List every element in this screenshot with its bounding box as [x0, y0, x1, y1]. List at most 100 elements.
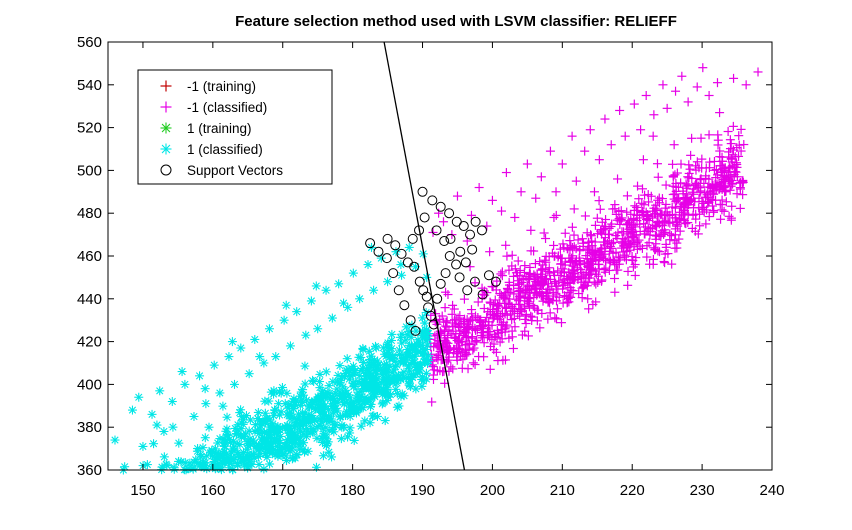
- data-point: [383, 377, 393, 387]
- data-point: [498, 355, 508, 365]
- data-point: [464, 339, 474, 349]
- data-point: [152, 420, 162, 430]
- data-point: [468, 345, 478, 355]
- data-point: [732, 143, 742, 153]
- data-point: [325, 417, 335, 427]
- data-point: [236, 405, 246, 415]
- data-point: [687, 223, 697, 233]
- data-point: [339, 422, 349, 432]
- data-point: [280, 399, 290, 409]
- data-point: [671, 86, 681, 96]
- data-point: [419, 212, 430, 223]
- data-point: [536, 278, 546, 288]
- data-point: [423, 359, 433, 369]
- data-point: [629, 230, 639, 240]
- data-point: [549, 212, 559, 222]
- data-point: [524, 268, 534, 278]
- data-point: [715, 199, 725, 209]
- data-point: [426, 310, 436, 320]
- data-point: [729, 169, 739, 179]
- data-point: [662, 103, 672, 113]
- data-point: [563, 278, 573, 288]
- data-point: [444, 348, 454, 358]
- data-point: [421, 291, 432, 302]
- data-point: [334, 378, 344, 388]
- data-point: [299, 438, 309, 448]
- data-point: [717, 205, 727, 215]
- data-point: [348, 268, 358, 278]
- data-point: [676, 159, 686, 169]
- data-point: [285, 341, 295, 351]
- data-point: [397, 389, 407, 399]
- data-point: [383, 338, 393, 348]
- data-point: [704, 91, 714, 100]
- data-point: [454, 272, 465, 283]
- data-point: [567, 242, 577, 252]
- data-point: [455, 329, 465, 339]
- data-point: [580, 211, 590, 221]
- data-point: [438, 217, 448, 227]
- data-point: [452, 191, 462, 201]
- data-point: [462, 349, 472, 359]
- legend-label: -1 (training): [187, 79, 256, 94]
- data-point: [500, 327, 510, 337]
- data-point: [736, 124, 746, 134]
- data-point: [574, 289, 584, 299]
- data-point: [321, 285, 331, 295]
- data-point: [431, 353, 441, 363]
- data-point: [577, 267, 587, 277]
- data-point: [382, 396, 392, 406]
- data-point: [110, 435, 120, 445]
- data-point: [510, 322, 520, 332]
- data-point: [405, 366, 415, 376]
- data-point: [149, 439, 159, 449]
- data-point: [360, 416, 370, 426]
- data-point: [653, 211, 663, 221]
- data-point: [317, 403, 327, 413]
- data-point: [383, 389, 393, 399]
- data-point: [558, 239, 568, 249]
- data-point: [448, 322, 458, 332]
- data-point: [189, 412, 199, 421]
- x-tick-label: 220: [620, 482, 645, 499]
- data-point: [666, 231, 676, 241]
- data-point: [485, 332, 495, 342]
- data-point: [550, 313, 560, 323]
- data-point: [368, 373, 378, 383]
- data-point: [524, 299, 534, 309]
- data-point: [470, 216, 481, 227]
- data-point: [245, 415, 255, 425]
- data-point: [535, 257, 545, 267]
- data-point: [502, 310, 512, 320]
- data-point: [644, 238, 654, 248]
- data-point: [675, 202, 685, 212]
- data-point: [586, 230, 596, 240]
- data-point: [177, 367, 187, 377]
- data-point: [385, 352, 395, 362]
- data-point: [445, 233, 456, 244]
- data-point: [594, 264, 604, 274]
- data-point: [295, 416, 305, 426]
- data-point: [252, 425, 262, 435]
- data-point: [623, 280, 633, 290]
- data-point: [399, 300, 410, 311]
- data-point: [526, 311, 536, 321]
- data-point: [560, 257, 570, 267]
- data-point: [687, 133, 697, 143]
- data-point: [687, 187, 697, 197]
- data-point: [569, 230, 579, 240]
- data-point: [358, 343, 368, 353]
- data-point: [586, 231, 596, 241]
- data-point: [377, 399, 387, 409]
- data-point: [549, 267, 559, 277]
- data-point: [680, 218, 690, 228]
- data-point: [726, 139, 736, 149]
- data-point: [345, 428, 355, 438]
- data-point: [536, 291, 546, 301]
- y-tick-label: 480: [77, 205, 102, 222]
- data-point: [538, 296, 548, 306]
- data-point: [692, 82, 702, 92]
- data-point: [389, 373, 399, 383]
- data-point: [562, 298, 572, 308]
- data-point: [271, 352, 281, 362]
